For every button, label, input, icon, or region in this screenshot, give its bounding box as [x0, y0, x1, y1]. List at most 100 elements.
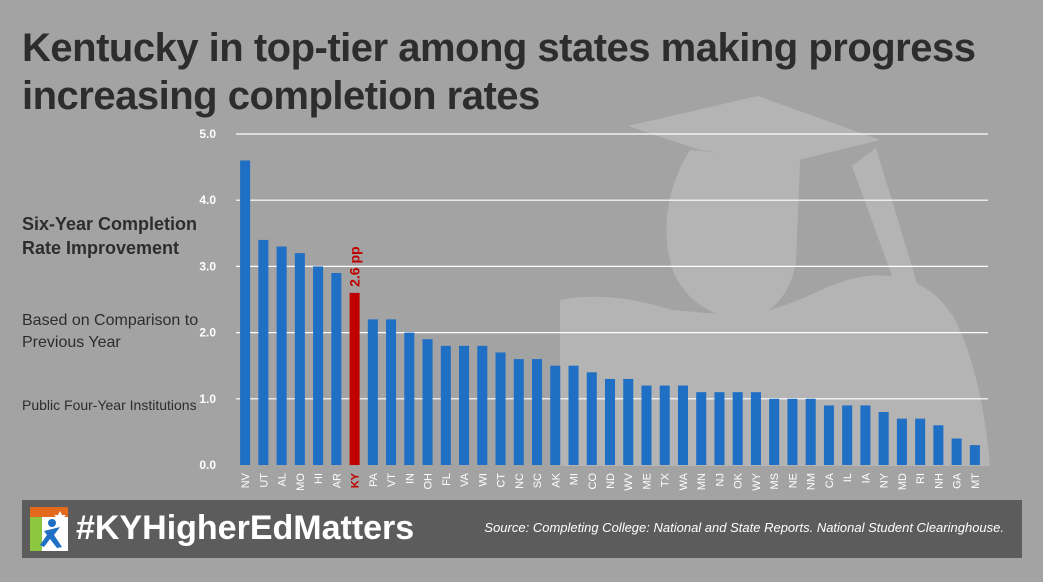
x-tick-label: NY [879, 472, 891, 488]
bar-ca [823, 405, 834, 465]
bar-wv [623, 378, 634, 465]
bar-ky [349, 292, 360, 465]
bar-me [641, 385, 652, 465]
bar-oh [422, 339, 433, 465]
side-heading: Six-Year Completion Rate Improvement [22, 214, 198, 258]
x-tick-label: RI [915, 473, 927, 484]
bar-ny [878, 412, 889, 465]
y-tick-label: 5.0 [199, 127, 216, 141]
x-tick-label: OK [733, 472, 745, 489]
bar-al [276, 246, 287, 465]
y-tick-label: 0.0 [199, 458, 216, 472]
x-tick-label: MO [295, 473, 307, 491]
y-tick-label: 4.0 [199, 193, 216, 207]
x-tick-label: MS [769, 473, 781, 490]
y-tick-label: 2.0 [199, 326, 216, 340]
bar-hi [313, 266, 324, 465]
side-institution-note: Public Four-Year Institutions [22, 397, 197, 413]
bar-vt [386, 319, 397, 465]
bar-pa [367, 319, 378, 465]
bar-wa [677, 385, 688, 465]
x-tick-label: WI [477, 473, 489, 486]
bar-ak [550, 365, 561, 465]
x-tick-label: AL [277, 473, 289, 486]
highlight-label: 2.6 pp [347, 246, 363, 286]
bar-sc [532, 359, 543, 465]
bar-wi [477, 345, 488, 465]
x-tick-label: WY [751, 472, 763, 490]
x-tick-label: UT [258, 473, 270, 488]
x-tick-label: NM [806, 473, 818, 490]
bar-mo [294, 253, 305, 465]
x-tick-label: AR [331, 473, 343, 488]
bar-ne [787, 398, 798, 465]
bar-mt [969, 445, 980, 465]
x-tick-label: CA [824, 472, 836, 488]
bar-il [842, 405, 853, 465]
bar-ar [331, 273, 342, 465]
bar-nm [805, 398, 816, 465]
bar-tx [659, 385, 670, 465]
x-tick-label: MN [696, 473, 708, 490]
x-tick-label: FL [441, 473, 453, 486]
x-tick-label: MD [897, 473, 909, 490]
x-tick-label: AK [550, 472, 562, 487]
x-tick-label: HI [313, 473, 325, 484]
x-tick-labels: NV UT AL MO HI AR KY PA VT IN OH FL VA WI CT NC SC AK MI CO… [240, 472, 982, 490]
bar-md [896, 418, 907, 465]
hashtag-text: #KYHigherEdMatters [76, 509, 415, 547]
x-tick-label: CO [587, 473, 599, 490]
x-tick-label: IN [404, 473, 416, 484]
x-tick-label: NC [514, 473, 526, 489]
x-tick-label: VT [386, 473, 398, 487]
x-tick-label: GA [952, 472, 964, 489]
source-citation: Source: Completing College: National and… [484, 520, 1004, 535]
x-tick-label: MT [970, 473, 982, 489]
bar-mn [696, 392, 707, 465]
x-tick-label: ME [641, 473, 653, 490]
bar-mi [568, 365, 579, 465]
y-tick-label: 3.0 [199, 259, 216, 273]
x-tick-label: IL [842, 473, 854, 482]
x-tick-label: NJ [714, 473, 726, 486]
x-tick-label: IA [860, 472, 872, 483]
bar-ct [495, 352, 506, 465]
kentucky-runner-logo-icon [30, 507, 68, 551]
bar-ok [732, 392, 743, 465]
bar-ga [951, 438, 962, 465]
bar-nd [604, 378, 616, 465]
x-tick-label: MI [569, 473, 581, 485]
bar-nh [933, 425, 944, 465]
x-tick-label: NE [787, 473, 799, 488]
footer-bar: #KYHigherEdMatters Source: Completing Co… [22, 500, 1022, 558]
bar-ia [860, 405, 871, 465]
x-tick-label: NH [933, 473, 945, 489]
bar-fl [440, 345, 451, 465]
bar-nc [513, 359, 524, 465]
bar-ut [258, 239, 269, 465]
side-basis-note: Based on Comparison to Previous Year [22, 312, 199, 351]
x-tick-label: SC [532, 473, 544, 488]
bar-nv [240, 160, 251, 466]
y-tick-labels: 0.0 1.0 2.0 3.0 4.0 5.0 [199, 127, 216, 472]
bar-wy [750, 392, 761, 465]
bar-series [240, 160, 980, 466]
bar-nj [714, 392, 725, 465]
x-tick-label: PA [368, 472, 380, 487]
x-tick-label: NV [240, 472, 252, 488]
x-tick-label: ND [605, 473, 617, 489]
bar-va [459, 345, 470, 465]
x-tick-label: CT [496, 473, 508, 488]
x-tick-label: VA [459, 472, 471, 487]
x-tick-label: WV [623, 472, 635, 490]
bar-ri [915, 418, 926, 465]
page-title: Kentucky in top-tier among states making… [22, 26, 976, 118]
bar-in [404, 332, 415, 465]
bar-co [586, 372, 597, 465]
x-tick-label: WA [678, 472, 690, 490]
y-tick-label: 1.0 [199, 392, 216, 406]
x-tick-label: OH [423, 473, 435, 490]
x-tick-label: KY [350, 472, 362, 488]
highlight-annotation: 2.6 pp [347, 246, 363, 286]
